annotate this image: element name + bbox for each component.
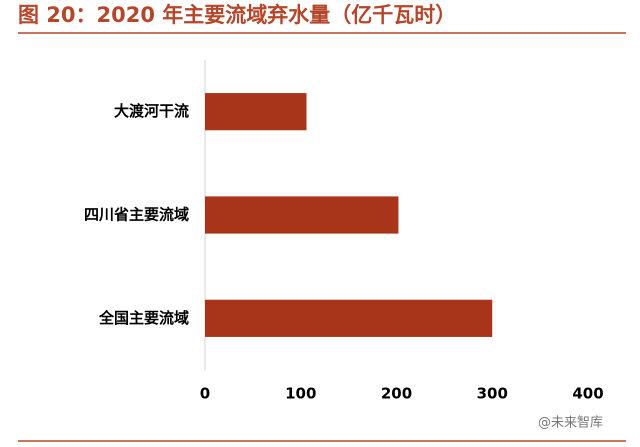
x-tick-label: 200 [381, 385, 412, 403]
x-tick-label: 100 [285, 385, 316, 403]
watermark: @未来智库 [538, 415, 603, 431]
y-tick-label: 大渡河干流 [114, 102, 189, 120]
y-tick-label: 四川省主要流域 [84, 206, 189, 224]
bar [205, 299, 493, 337]
y-tick-label: 全国主要流域 [98, 309, 189, 327]
bar [205, 196, 399, 234]
x-tick-label: 300 [477, 385, 508, 403]
chart-title: 图 20：2020 年主要流域弃水量（亿千瓦时） [18, 3, 456, 27]
bar [205, 93, 307, 131]
x-tick-label: 0 [200, 385, 210, 403]
x-tick-label: 400 [572, 385, 603, 403]
